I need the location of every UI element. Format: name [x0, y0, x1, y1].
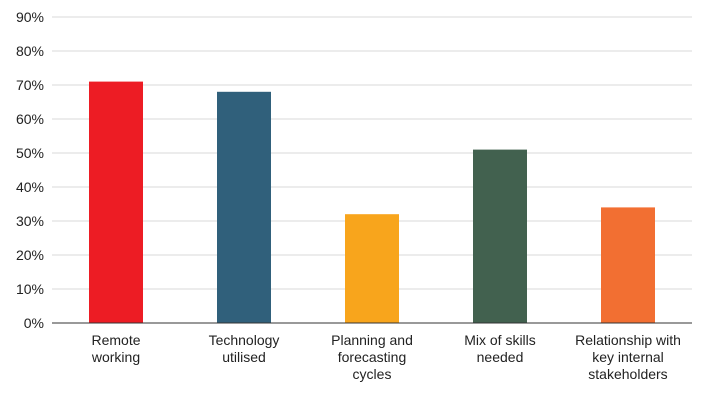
x-tick-label-line: Remote — [91, 332, 140, 348]
x-tick-label-line: Technology — [209, 332, 280, 348]
y-tick-label: 0% — [24, 315, 44, 331]
y-tick-label: 40% — [16, 179, 44, 195]
y-tick-label: 10% — [16, 281, 44, 297]
x-tick-label-line: Mix of skills — [464, 332, 536, 348]
bar — [89, 81, 143, 323]
y-tick-label: 70% — [16, 77, 44, 93]
x-tick-label-line: cycles — [353, 366, 392, 382]
bar — [601, 207, 655, 323]
bar — [473, 149, 527, 323]
x-tick-label: Mix of skills needed — [464, 332, 536, 365]
y-tick-label: 50% — [16, 145, 44, 161]
x-tick-label: Relationship with key internal stakeholder… — [575, 332, 681, 382]
x-tick-label-line: Planning and — [331, 332, 413, 348]
bar — [217, 91, 271, 323]
bar — [345, 214, 399, 323]
x-tick-label-line: forecasting — [338, 349, 406, 365]
x-tick-label-line: utilised — [222, 349, 266, 365]
x-tick-label: Planning and forecasting cycles — [331, 332, 413, 382]
x-tick-label-line: Relationship with — [575, 332, 681, 348]
x-tick-label: Technology utilised — [209, 332, 280, 365]
x-tick-label-line: working — [91, 349, 140, 365]
y-tick-label: 30% — [16, 213, 44, 229]
y-tick-label: 20% — [16, 247, 44, 263]
x-tick-label-line: stakeholders — [588, 366, 667, 382]
x-tick-label: Remote working — [91, 332, 141, 365]
y-tick-label: 60% — [16, 111, 44, 127]
y-tick-label: 90% — [16, 9, 44, 25]
x-tick-label-line: needed — [477, 349, 524, 365]
x-tick-label-line: key internal — [592, 349, 664, 365]
y-tick-label: 80% — [16, 43, 44, 59]
